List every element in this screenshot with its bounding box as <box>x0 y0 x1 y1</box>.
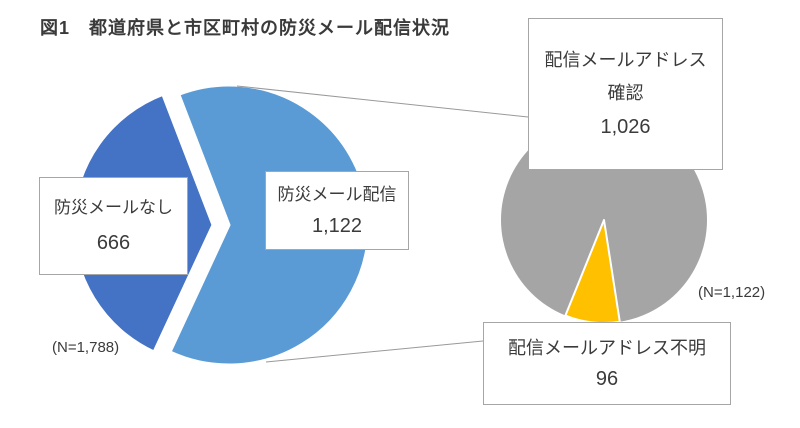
callout-value: 96 <box>595 367 619 390</box>
connector-line <box>265 340 484 363</box>
n-label-primary: (N=1,788) <box>52 339 120 356</box>
callout-box-address-unknown: 配信メールアドレス不明 96 <box>483 322 731 405</box>
callout-box-mail-delivered: 防災メール配信 1,122 <box>265 171 409 250</box>
callout-value: 666 <box>96 232 131 254</box>
callout-label: 配信メールアドレス不明 <box>508 337 706 358</box>
callout-box-no-mail: 防災メールなし 666 <box>39 177 188 275</box>
n-label-secondary: (N=1,122) <box>698 284 766 301</box>
callout-label: 確認 <box>607 83 644 103</box>
callout-box-address-confirmed: 配信メールアドレス 確認 1,026 <box>528 18 723 170</box>
callout-value: 1,026 <box>600 116 651 138</box>
callout-label: 配信メールアドレス <box>544 50 707 70</box>
callout-label: 防災メールなし <box>54 198 173 217</box>
connector-line <box>236 85 529 118</box>
callout-value: 1,122 <box>311 214 363 237</box>
callout-label: 防災メール配信 <box>277 184 397 204</box>
figure-title: 図1 都道府県と市区町村の防災メール配信状況 <box>40 18 451 38</box>
